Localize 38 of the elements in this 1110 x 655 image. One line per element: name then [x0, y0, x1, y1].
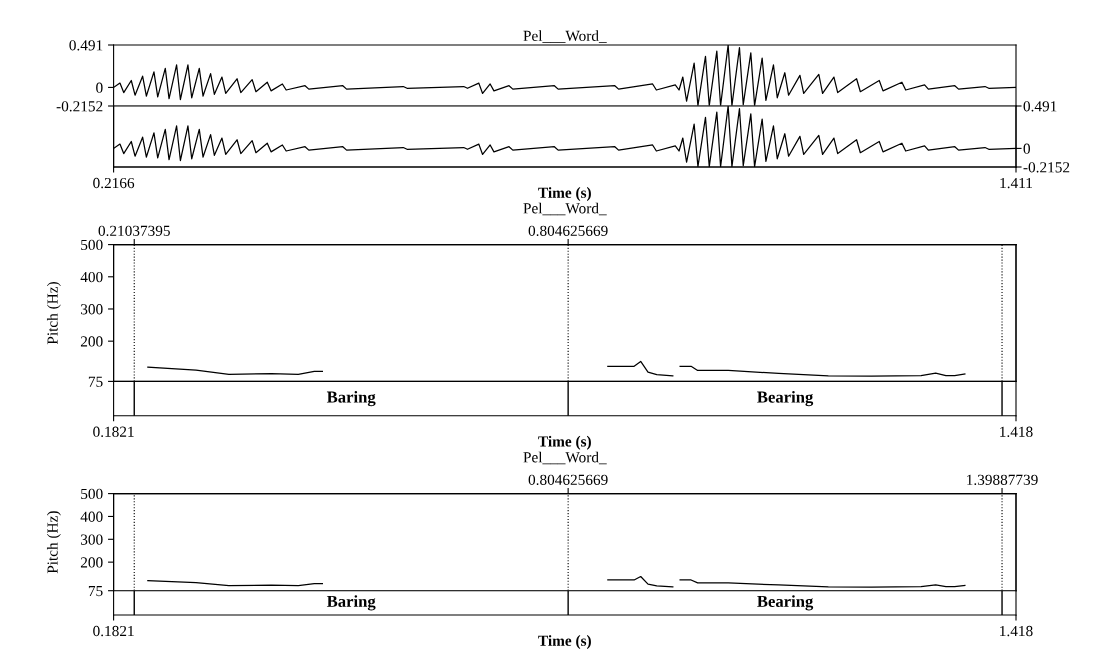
- text: Bearing: [757, 595, 814, 611]
- text: Baring: [326, 390, 376, 407]
- x-axis-title: Time (s): [538, 187, 591, 201]
- chart-title: Pel___Word_: [523, 202, 607, 216]
- y-tick-label: 200: [80, 557, 103, 568]
- text: Baring: [326, 595, 376, 611]
- y-tick-label: 0: [96, 82, 103, 93]
- x-tick-label: 1.418: [1000, 426, 1033, 437]
- y-tick-label: 300: [81, 304, 103, 315]
- x-tick-label: 0.2166: [93, 177, 135, 189]
- chart-title: Pel___Word_: [523, 30, 607, 43]
- y-tick-label: 75: [88, 376, 103, 387]
- y-tick-label: 300: [81, 534, 103, 545]
- x2-tick-label: 0.804625669: [528, 225, 608, 237]
- x-axis-title: Time (s): [538, 635, 591, 649]
- y-tick-label: 0.491: [69, 40, 103, 51]
- y-tick-label: 500: [81, 239, 103, 251]
- y2-tick-label: -0.2152: [1023, 162, 1070, 173]
- x-tick-label: 0.1821: [93, 426, 134, 437]
- y-axis-title: Pitch (Hz): [46, 282, 61, 345]
- y-tick-label: 500: [81, 488, 103, 500]
- y-axis-title: Pitch (Hz): [46, 511, 61, 574]
- y2-tick-label: 0: [1023, 143, 1030, 154]
- y-tick-label: 400: [80, 511, 103, 522]
- chart-title: Pel___Word_: [523, 451, 607, 465]
- x-tick-label: 0.1821: [93, 625, 134, 637]
- text: Bearing: [757, 390, 814, 407]
- x-axis-title: Time (s): [538, 435, 591, 450]
- x2-tick-label: 0.21037395: [98, 225, 170, 237]
- x-tick-label: 1.411: [1000, 177, 1032, 189]
- x2-tick-label: 0.804625669: [528, 474, 608, 486]
- y-tick-label: 75: [88, 586, 103, 597]
- y-tick-label: 200: [80, 336, 103, 347]
- y-tick-label: -0.2152: [56, 101, 103, 112]
- y2-tick-label: 0.491: [1023, 101, 1057, 112]
- x-tick-label: 1.418: [1000, 625, 1033, 637]
- y-tick-label: 400: [80, 271, 103, 283]
- x2-tick-label: 1.39887739: [967, 474, 1038, 486]
